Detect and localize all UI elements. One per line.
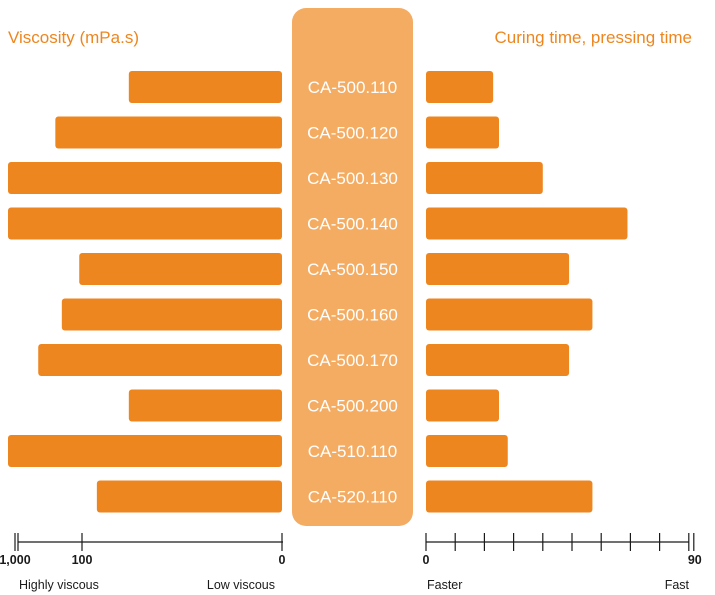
viscosity-bar: [8, 207, 282, 240]
curing-time-bar: [426, 435, 508, 467]
right-panel-title: Curing time, pressing time: [495, 28, 692, 47]
curing-time-bar: [426, 71, 494, 103]
product-label: CA-500.150: [307, 260, 398, 279]
curing-time-bars: [426, 71, 628, 513]
curing-time-endpoint-label: Fast: [665, 578, 690, 592]
curing-time-bar: [426, 207, 628, 240]
viscosity-bar: [128, 71, 282, 103]
viscosity-bar: [96, 480, 283, 513]
viscosity-endpoint-label: Low viscous: [207, 578, 275, 592]
viscosity-bar: [128, 389, 282, 422]
curing-time-tick-label: 90: [688, 553, 702, 567]
viscosity-bars: [8, 71, 283, 513]
curing-time-bar: [426, 162, 543, 194]
product-label: CA-520.110: [308, 488, 397, 507]
product-label: CA-510.110: [308, 442, 397, 461]
curing-time-bar: [426, 344, 570, 376]
viscosity-bar: [8, 162, 282, 194]
product-label: CA-500.130: [307, 169, 398, 188]
viscosity-bar: [61, 298, 282, 331]
curing-time-endpoint-label: Faster: [427, 578, 462, 592]
left-panel-title: Viscosity (mPa.s): [8, 28, 139, 47]
product-label: CA-500.120: [307, 124, 398, 143]
viscosity-bar: [55, 116, 283, 149]
viscosity-tick-label: 100: [72, 553, 93, 567]
product-label: CA-500.170: [307, 351, 398, 370]
curing-time-bar: [426, 389, 499, 422]
curing-time-tick-label: 0: [423, 553, 430, 567]
viscosity-tick-label: 0: [279, 553, 286, 567]
product-label: CA-500.200: [307, 397, 398, 416]
product-label: CA-500.160: [307, 306, 398, 325]
curing-time-bar: [426, 253, 570, 285]
curing-time-bar: [426, 480, 593, 513]
product-label: CA-500.110: [308, 78, 397, 97]
viscosity-bar: [8, 435, 282, 467]
viscosity-bar: [79, 253, 283, 285]
curing-time-bar: [426, 298, 593, 331]
viscosity-endpoint-label: Highly viscous: [19, 578, 99, 592]
viscosity-tick-label: 1,000: [0, 553, 31, 567]
curing-time-bar: [426, 116, 499, 149]
curing-time-axis: 0 90 Faster Fast: [423, 533, 702, 592]
product-labels: CA-500.110 CA-500.120 CA-500.130 CA-500.140…: [307, 78, 398, 507]
product-label: CA-500.140: [307, 215, 398, 234]
viscosity-bar: [38, 344, 283, 376]
product-label-band: [292, 8, 413, 526]
